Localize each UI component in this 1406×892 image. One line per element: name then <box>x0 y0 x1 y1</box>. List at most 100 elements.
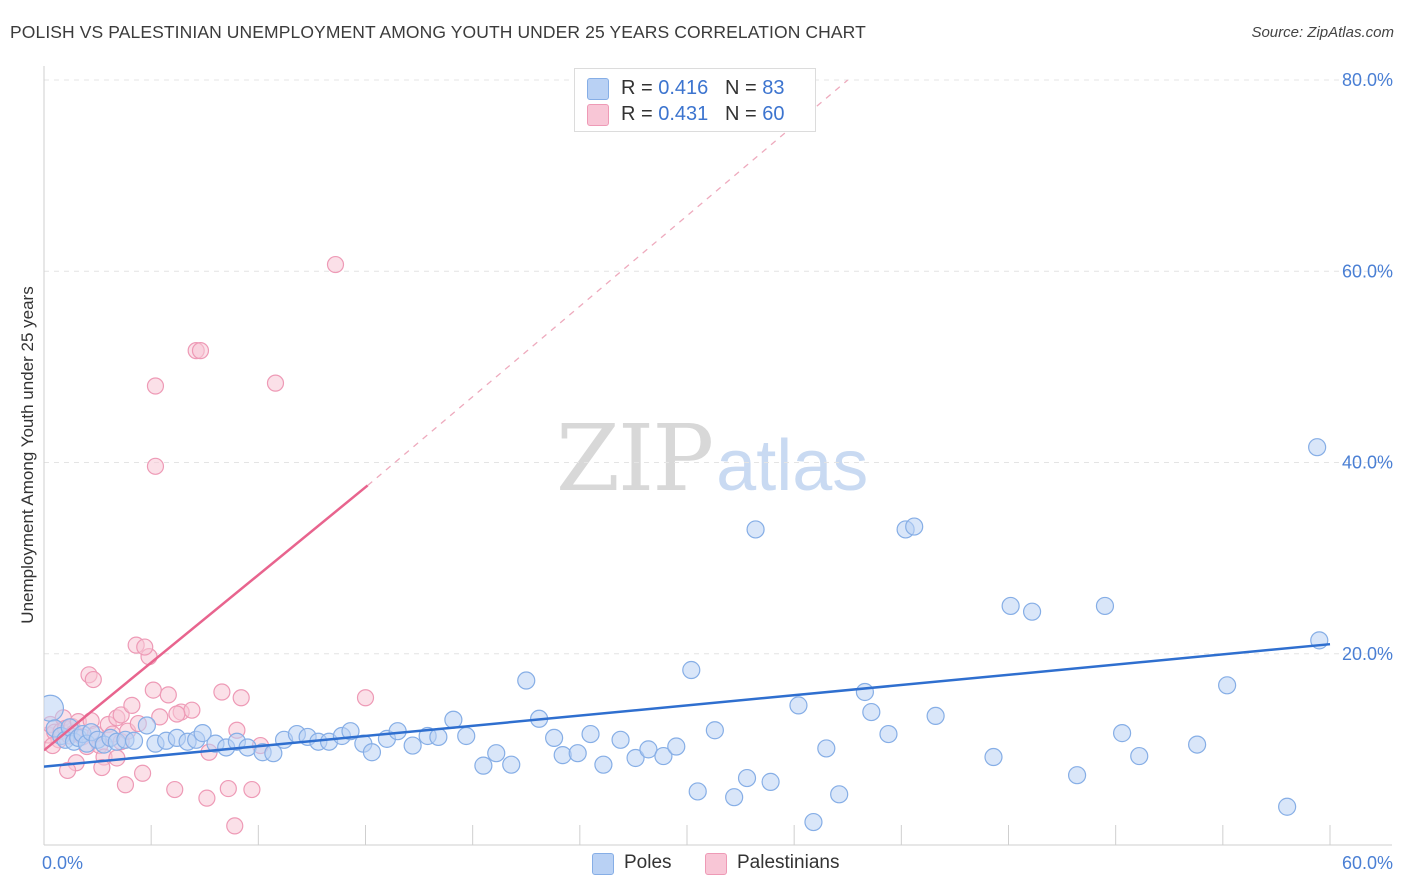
palestinians-point <box>146 377 165 395</box>
poles-point <box>581 724 600 744</box>
palestinians-point <box>266 374 285 392</box>
palestinians-point <box>93 758 111 777</box>
palestinians-point <box>191 342 210 360</box>
poles-point <box>429 727 448 747</box>
poles-point <box>804 812 823 832</box>
poles-point <box>457 726 476 746</box>
poles-point <box>517 671 536 690</box>
chart-title: POLISH VS PALESTINIAN UNEMPLOYMENT AMONG… <box>10 22 866 42</box>
palestinians-point <box>168 705 186 723</box>
x-tick-label: 60.0% <box>1342 853 1393 873</box>
palestinians-point <box>226 817 244 835</box>
palestinians-point <box>136 638 154 656</box>
palestinians-legend-swatch <box>705 853 727 875</box>
poles-point <box>746 520 765 539</box>
source-label: Source: ZipAtlas.com <box>1251 24 1394 41</box>
poles-point <box>403 736 422 755</box>
poles-point <box>626 748 645 768</box>
poles-point <box>1001 596 1020 616</box>
correlation-legend: R = 0.416 N = 83 R = 0.431 N = 60 <box>574 68 816 132</box>
y-tick-label: 80.0% <box>1342 70 1393 90</box>
watermark-atlas: atlas <box>716 426 869 506</box>
x-tick-label: 0.0% <box>42 853 83 873</box>
poles-point <box>1308 438 1327 457</box>
poles-point <box>1278 797 1297 816</box>
palestinians-point <box>232 689 250 707</box>
plot-area <box>44 79 1331 835</box>
palestinians-stats: R = 0.431 N = 60 <box>621 103 785 125</box>
palestinians-point <box>123 696 141 714</box>
poles-point <box>487 744 506 763</box>
poles-point <box>474 756 493 775</box>
poles-point <box>1218 676 1237 695</box>
poles-point <box>737 768 757 788</box>
palestinians-point <box>166 780 184 799</box>
poles-point <box>193 724 212 743</box>
palestinians-swatch <box>587 104 609 126</box>
poles-point <box>789 696 808 715</box>
palestinians-point <box>146 457 165 475</box>
poles-point <box>124 731 144 750</box>
poles-point <box>502 755 521 774</box>
palestinians-point <box>58 761 77 780</box>
palestinians-point <box>133 764 152 782</box>
watermark-zip: ZIP <box>556 405 714 512</box>
poles-point <box>362 743 382 762</box>
poles-legend-swatch <box>592 853 614 875</box>
poles-point <box>984 747 1003 767</box>
poles-point <box>905 517 924 536</box>
palestinians-point <box>144 681 162 699</box>
palestinians-point <box>198 789 216 807</box>
palestinians-point <box>151 708 169 726</box>
y-tick-label: 20.0% <box>1342 644 1393 664</box>
poles-point <box>341 722 360 741</box>
palestinians-point <box>326 255 345 274</box>
poles-point <box>654 746 673 766</box>
poles-point <box>611 730 630 749</box>
poles-trendline <box>44 642 1331 768</box>
y-tick-label: 60.0% <box>1342 261 1393 281</box>
poles-legend-label: Poles <box>624 852 672 873</box>
palestinians-point <box>219 779 237 798</box>
poles-point <box>1112 724 1132 743</box>
poles-point <box>553 746 572 765</box>
poles-point <box>855 682 874 702</box>
palestinians-point <box>159 686 177 704</box>
poles-point <box>1130 746 1149 766</box>
poles-point <box>1067 766 1087 785</box>
poles-point <box>1022 602 1042 621</box>
poles-point <box>688 782 707 801</box>
poles-point <box>137 716 156 735</box>
poles-stats: R = 0.416 N = 83 <box>621 77 785 99</box>
palestinians-point <box>183 701 201 719</box>
poles-point <box>879 724 898 744</box>
palestinians-point <box>243 780 261 799</box>
poles-point <box>761 772 780 791</box>
poles-point <box>725 788 744 807</box>
poles-point <box>594 755 613 774</box>
y-tick-label: 40.0% <box>1342 453 1393 473</box>
poles-point <box>639 740 658 759</box>
poles-point <box>1095 596 1115 616</box>
poles-swatch <box>587 78 609 100</box>
poles-point <box>444 710 463 729</box>
poles-point <box>44 694 65 722</box>
palestinians-trendline <box>44 484 369 752</box>
poles-point <box>862 702 881 722</box>
watermark: ZIPatlas <box>556 405 868 512</box>
palestinians-point <box>112 706 130 724</box>
palestinians-point <box>356 689 375 707</box>
palestinians-point <box>84 670 102 689</box>
poles-point <box>545 728 564 748</box>
poles-point <box>830 785 849 804</box>
palestinians-legend-label: Palestinians <box>737 852 840 873</box>
poles-point <box>705 721 724 740</box>
palestinians-trendline-extension <box>367 79 849 486</box>
palestinians-point <box>116 776 135 794</box>
poles-point <box>568 744 587 763</box>
poles-point <box>682 660 701 680</box>
poles-point <box>926 706 945 726</box>
palestinians-point <box>213 683 231 701</box>
poles-point <box>817 739 836 758</box>
poles-point <box>667 737 686 756</box>
